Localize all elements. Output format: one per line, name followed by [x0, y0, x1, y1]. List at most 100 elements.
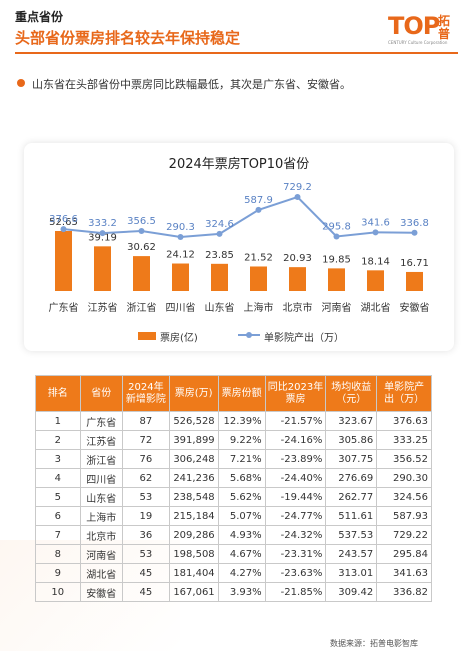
section-label: 重点省份	[15, 10, 64, 24]
th-cinema-output: 单影院产出（万）	[376, 375, 432, 412]
cell-cinema-output: 729.22	[376, 525, 432, 545]
cell-share: 5.07%	[217, 506, 266, 526]
line-value-label: 729.2	[283, 182, 312, 193]
cell-yoy: -24.40%	[264, 468, 327, 488]
cell-boxoffice: 209,286	[168, 525, 219, 545]
line-point	[99, 230, 106, 237]
cell-rank: 7	[35, 525, 81, 545]
th-avg-revenue: 场均收益（元）	[325, 375, 378, 412]
line-value-label: 290.3	[166, 222, 195, 233]
table-row: 6 上海市 19 215,184 5.07% -24.77% 511.61 587.93	[35, 506, 432, 526]
cell-rank: 2	[35, 430, 81, 450]
bar	[172, 263, 189, 291]
cell-share: 7.21%	[217, 449, 266, 469]
cell-yoy: -19.44%	[264, 487, 327, 507]
cell-avg-revenue: 262.77	[325, 487, 378, 507]
cell-rank: 5	[35, 487, 81, 507]
chart-canvas: 52.65 广东省 39.19 江苏省 30.62 浙江省 24.12 四川省 23.85 山东省…	[49, 182, 430, 314]
category-label: 江苏省	[88, 301, 118, 314]
line-point	[333, 233, 340, 240]
line-point	[294, 194, 301, 200]
bar	[367, 270, 384, 291]
legend-line-dot	[246, 332, 252, 338]
category-label: 河南省	[322, 301, 352, 314]
cell-rank: 3	[35, 449, 81, 469]
cell-yoy: -24.32%	[264, 525, 327, 545]
line-point	[60, 226, 67, 233]
chart-card: 2024年票房TOP10省份 52.65 广东省 39.19 江苏省 30.62 浙江省 2…	[24, 143, 454, 351]
bar-value-label: 52.65	[49, 217, 78, 228]
cell-yoy: -24.77%	[264, 506, 327, 526]
cell-boxoffice: 306,248	[168, 449, 219, 469]
cell-share: 3.93%	[217, 582, 266, 602]
table-row: 5 山东省 53 238,548 5.62% -19.44% 262.77 324.56	[35, 487, 432, 507]
cell-cinema-output: 295.84	[376, 544, 432, 564]
table-header-row: 排名 省份 2024年新增影院 票房(万) 票房份额 同比2023年票房 场均收…	[35, 375, 432, 412]
cell-rank: 4	[35, 468, 81, 488]
legend-bar-label: 票房(亿)	[160, 333, 198, 344]
province-table: 排名 省份 2024年新增影院 票房(万) 票房份额 同比2023年票房 场均收…	[35, 375, 432, 602]
th-new-cinemas: 2024年新增影院	[122, 375, 170, 412]
cell-new-cinemas: 53	[122, 487, 170, 507]
cell-new-cinemas: 87	[122, 411, 170, 431]
line-point	[255, 206, 262, 213]
bar-value-label: 23.85	[205, 250, 234, 261]
table-row: 8 河南省 53 198,508 4.67% -23.31% 243.57 295.84	[35, 544, 432, 564]
brand-logo: TOP 拓普 CENTURY Culture Corporation	[388, 12, 464, 48]
line-series	[63, 195, 415, 239]
bar-value-label: 24.12	[166, 250, 195, 261]
line-point	[177, 234, 184, 240]
category-label: 北京市	[283, 301, 313, 314]
summary-note: 山东省在头部省份中票房同比跌幅最低，其次是广东省、安徽省。	[32, 78, 351, 91]
logo-tagline: CENTURY Culture Corporation	[388, 40, 448, 45]
legend-bar-swatch	[138, 332, 156, 340]
cell-new-cinemas: 53	[122, 544, 170, 564]
cell-cinema-output: 356.52	[376, 449, 432, 469]
cell-new-cinemas: 72	[122, 430, 170, 450]
bar-value-label: 30.62	[127, 242, 156, 253]
bar	[133, 256, 150, 291]
cell-avg-revenue: 323.67	[325, 411, 378, 431]
line-point	[372, 229, 379, 236]
line-value-label: 341.6	[361, 217, 390, 228]
th-share: 票房份额	[217, 375, 266, 412]
category-label: 湖北省	[361, 301, 391, 314]
cell-new-cinemas: 76	[122, 449, 170, 469]
cell-province: 上海市	[79, 506, 124, 526]
cell-cinema-output: 324.56	[376, 487, 432, 507]
cell-yoy: -21.57%	[264, 411, 327, 431]
line-value-label: 356.5	[127, 216, 156, 227]
cell-avg-revenue: 313.01	[325, 563, 378, 583]
title-divider	[15, 52, 458, 54]
cell-yoy: -21.85%	[264, 582, 327, 602]
cell-share: 5.68%	[217, 468, 266, 488]
bullet-dot-icon	[17, 79, 25, 87]
cell-share: 4.67%	[217, 544, 266, 564]
th-boxoffice: 票房(万)	[168, 375, 219, 412]
line-value-label: 295.8	[322, 221, 351, 232]
category-label: 山东省	[205, 301, 235, 314]
cell-yoy: -23.63%	[264, 563, 327, 583]
category-label: 上海市	[244, 301, 274, 314]
chart-title: 2024年票房TOP10省份	[168, 157, 310, 172]
cell-share: 12.39%	[217, 411, 266, 431]
bar-value-label: 18.14	[361, 256, 390, 267]
page-title: 头部省份票房排名较去年保持稳定	[15, 29, 241, 47]
cell-yoy: -24.16%	[264, 430, 327, 450]
logo-cn-text: 拓普	[438, 14, 451, 41]
cell-province: 山东省	[79, 487, 124, 507]
table-row: 9 湖北省 45 181,404 4.27% -23.63% 313.01 341.63	[35, 563, 432, 583]
bar	[328, 268, 345, 291]
cell-new-cinemas: 19	[122, 506, 170, 526]
cell-share: 4.27%	[217, 563, 266, 583]
cell-avg-revenue: 243.57	[325, 544, 378, 564]
line-value-label: 376.6	[49, 214, 78, 225]
cell-boxoffice: 238,548	[168, 487, 219, 507]
cell-share: 5.62%	[217, 487, 266, 507]
cell-province: 湖北省	[79, 563, 124, 583]
category-label: 四川省	[166, 301, 196, 314]
bar	[94, 246, 111, 291]
cell-cinema-output: 336.82	[376, 582, 432, 602]
line-point	[216, 230, 223, 237]
cell-new-cinemas: 36	[122, 525, 170, 545]
